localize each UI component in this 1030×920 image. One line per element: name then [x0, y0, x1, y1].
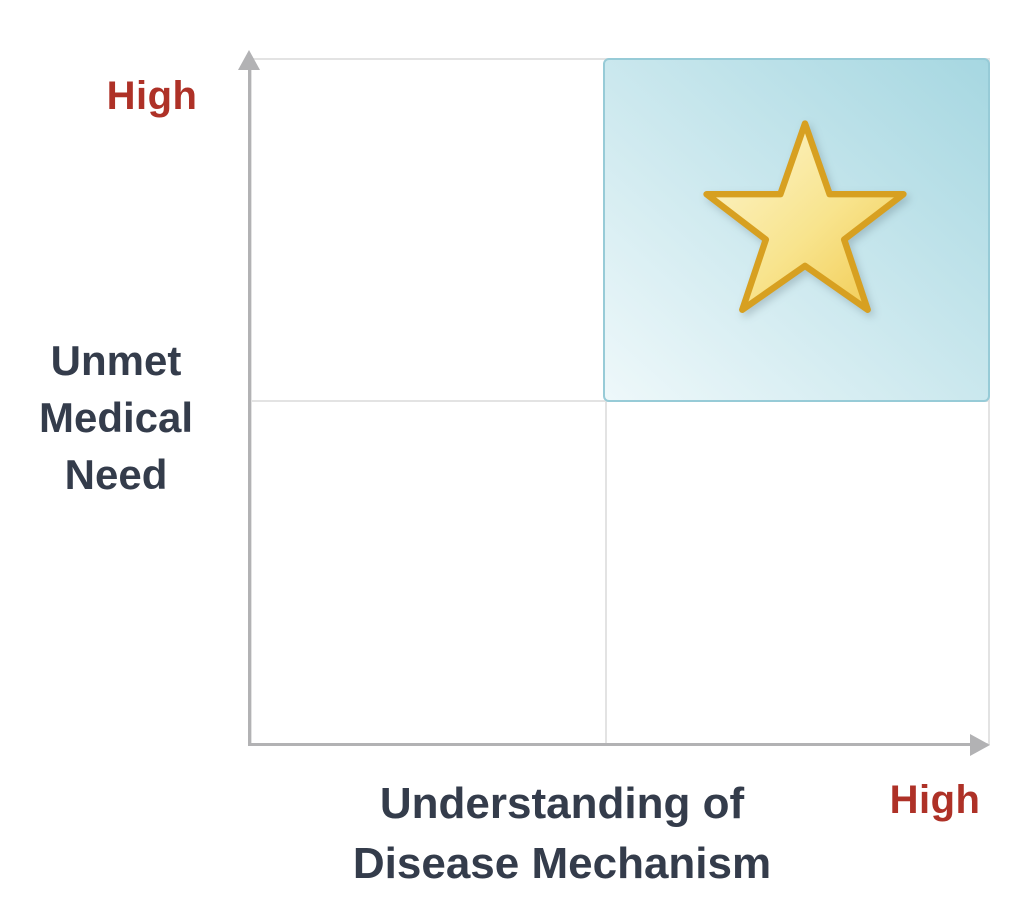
x-axis-line — [250, 743, 972, 746]
x-axis-title: Understanding of Disease Mechanism — [262, 774, 862, 894]
y-axis-title-line: Need — [64, 451, 168, 498]
y-axis-title-line: Unmet — [50, 337, 182, 384]
y-axis-line — [248, 68, 251, 746]
y-axis-title-line: Medical — [38, 394, 194, 441]
star-icon — [698, 115, 912, 329]
plot-area — [250, 58, 990, 745]
highlighted-quadrant-top-right — [603, 58, 990, 402]
x-axis-high-label: High — [889, 778, 981, 822]
arrow-right-icon — [970, 733, 990, 756]
arrow-up-icon — [238, 50, 260, 70]
x-axis-title-line: Disease Mechanism — [352, 839, 772, 888]
y-axis-high-label: High — [106, 74, 198, 118]
y-axis-title: Unmet Medical Need — [0, 332, 232, 503]
x-axis-title-line: Understanding of — [379, 779, 745, 828]
